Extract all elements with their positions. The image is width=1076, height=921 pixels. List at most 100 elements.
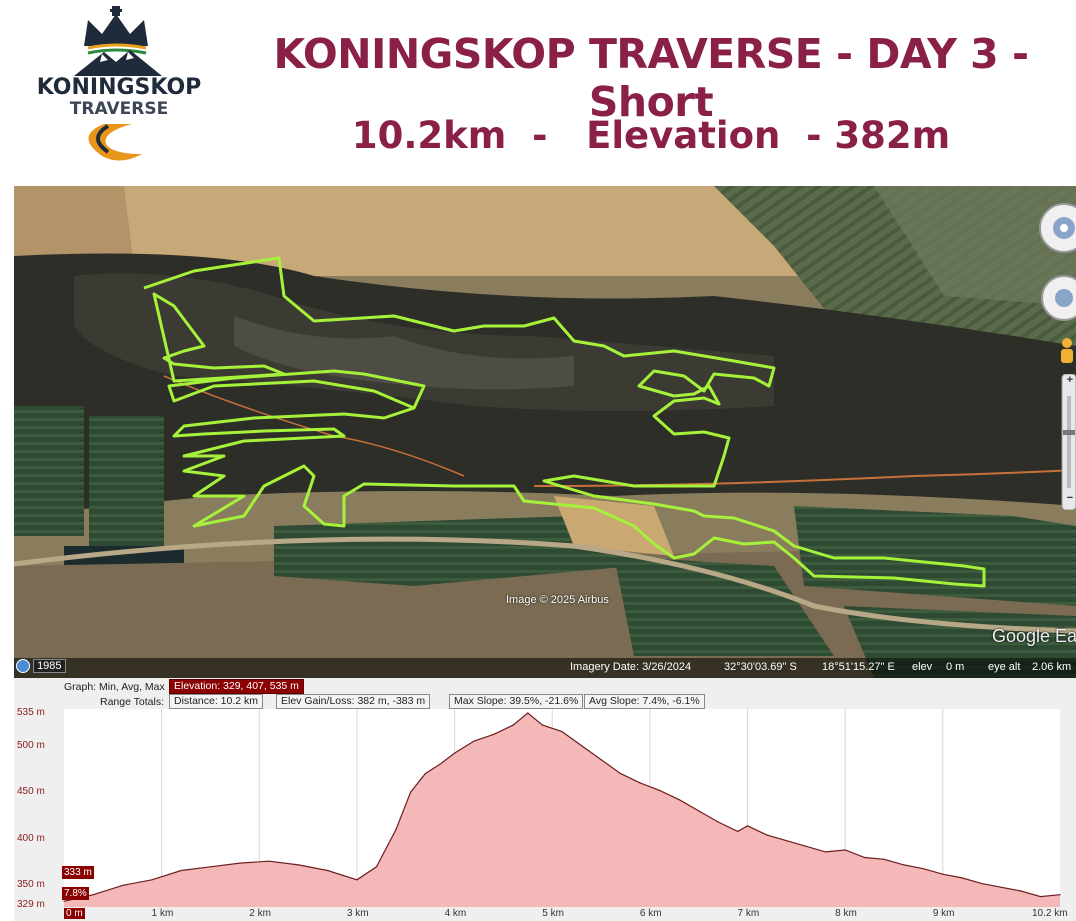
- max-slope-stat: Max Slope: 39.5%, -21.6%: [449, 694, 584, 709]
- elevation-point: [766, 834, 768, 836]
- eye-alt-label: eye alt: [988, 661, 1021, 673]
- elevation-point: [1020, 890, 1022, 892]
- elevation-point: [1039, 896, 1042, 898]
- zoom-in-button[interactable]: +: [1066, 374, 1073, 386]
- elevation-point: [580, 745, 583, 747]
- longitude: 18°51'15.27" E: [822, 661, 895, 673]
- elevation-point: [981, 883, 983, 885]
- cursor-slope-marker: 7.8%: [62, 887, 89, 900]
- elev-value: 0 m: [946, 661, 965, 673]
- y-tick-label: 350 m: [17, 879, 45, 891]
- elevation-point: [639, 782, 641, 784]
- elev-gain-loss-stat: Elev Gain/Loss: 382 m, -383 m: [276, 694, 431, 709]
- elevation-point: [844, 849, 846, 851]
- elevation-point: [717, 821, 719, 823]
- page-title: KONINGSKOP TRAVERSE - DAY 3 - Short: [273, 30, 1029, 126]
- x-tick-label: 4 km: [444, 908, 467, 919]
- elevation-point: [903, 864, 905, 866]
- zoom-out-button[interactable]: −: [1066, 492, 1073, 504]
- latitude: 32°30'03.69" S: [724, 661, 797, 673]
- eye-alt-value: 2.06 km: [1032, 661, 1072, 673]
- elevation-point: [92, 894, 94, 896]
- elevation-point: [527, 712, 529, 714]
- distance-stat: Distance: 10.2 km: [169, 694, 264, 709]
- elevation-point: [786, 840, 788, 842]
- elevation-point: [424, 773, 426, 775]
- x-tick-label: 5 km: [542, 908, 564, 919]
- elevation-point: [209, 866, 212, 868]
- elevation-point: [678, 799, 680, 801]
- x-tick-label: 10.2 km: [1032, 908, 1068, 919]
- historical-imagery-button[interactable]: 1985: [16, 659, 66, 673]
- imagery-credit: Image © 2025 Airbus: [506, 594, 609, 606]
- x-tick-label: 9 km: [932, 908, 955, 919]
- elevation-point: [864, 856, 866, 859]
- elevation-point: [541, 724, 544, 726]
- elevation-point: [737, 830, 739, 832]
- move-joystick[interactable]: [1034, 274, 1076, 324]
- logo-line2: TRAVERSE: [70, 99, 168, 119]
- elevation-point: [239, 862, 241, 864]
- y-tick-label: 500 m: [17, 739, 45, 751]
- elevation-point: [659, 789, 661, 791]
- elevation-point: [356, 879, 358, 881]
- elevation-point: [122, 884, 124, 886]
- elevation-area: [64, 713, 1060, 907]
- x-tick-label: 2 km: [249, 908, 271, 919]
- elevation-point: [473, 740, 475, 742]
- elevation-point: [268, 860, 270, 862]
- elevation-point: [961, 877, 964, 879]
- y-tick-label: 535 m: [17, 707, 45, 718]
- range-totals-label: Range Totals:: [100, 696, 165, 708]
- street-view-pegman-icon[interactable]: [1058, 336, 1076, 366]
- elevation-point: [395, 828, 397, 831]
- satellite-map[interactable]: + − Image © 2025 Airbus Google Ea: [14, 186, 1076, 678]
- x-tick-label: 7 km: [737, 908, 760, 919]
- koningskop-logo: KONINGSKOP TRAVERSE: [22, 6, 217, 171]
- elevation-point: [620, 773, 622, 775]
- y-tick-label: 329 m: [17, 899, 45, 910]
- crown-icon: [84, 6, 148, 46]
- elev-label: elev: [912, 661, 933, 673]
- elevation-point: [512, 724, 514, 726]
- elevation-point: [561, 731, 563, 733]
- elevation-point: [63, 900, 65, 902]
- x-tick-label: 8 km: [835, 908, 857, 919]
- elevation-point: [942, 873, 944, 875]
- elevation-point: [1000, 886, 1003, 888]
- elevation-point: [883, 858, 885, 860]
- elevation-stats: Elevation: 329, 407, 535 m: [169, 679, 304, 694]
- logo-line1: KONINGSKOP: [37, 75, 202, 100]
- x-tick-label: 6 km: [639, 908, 662, 919]
- year-label: 1985: [33, 659, 66, 673]
- elevation-point: [493, 733, 495, 735]
- y-tick-label: 400 m: [17, 832, 45, 844]
- elevation-point: [746, 825, 749, 827]
- elevation-point: [439, 763, 441, 765]
- elevation-point: [698, 810, 700, 812]
- elevation-point: [922, 868, 924, 870]
- elevation-point: [805, 845, 807, 847]
- graph-label: Graph: Min, Avg, Max: [64, 681, 165, 693]
- clock-icon: [16, 659, 30, 673]
- y-tick-label: 450 m: [17, 786, 45, 798]
- elevation-chart[interactable]: [14, 678, 1076, 921]
- x-tick-label: 0 m: [64, 908, 85, 919]
- imagery-date: Imagery Date: 3/26/2024: [570, 661, 692, 673]
- elevation-point: [600, 759, 602, 761]
- avg-slope-stat: Avg Slope: 7.4%, -6.1%: [584, 694, 705, 709]
- elevation-point: [297, 864, 299, 866]
- look-joystick[interactable]: [1034, 198, 1076, 256]
- cursor-elevation-marker: 333 m: [62, 866, 94, 879]
- elevation-point: [454, 752, 456, 754]
- zoom-slider[interactable]: [1060, 374, 1076, 510]
- google-earth-watermark: Google Ea: [992, 626, 1076, 646]
- road-swoosh-icon: [88, 124, 142, 161]
- elevation-point: [825, 851, 827, 853]
- mountain-icon: [74, 50, 162, 76]
- elevation-point: [1059, 894, 1061, 896]
- x-tick-label: 1 km: [151, 908, 174, 919]
- elevation-profile-panel: Graph: Min, Avg, Max Elevation: 329, 407…: [14, 678, 1076, 921]
- page-subtitle: 10.2km - Elevation - 382m: [351, 114, 951, 157]
- map-status-bar: 1985 Imagery Date: 3/26/2024 32°30'03.69…: [14, 658, 1076, 678]
